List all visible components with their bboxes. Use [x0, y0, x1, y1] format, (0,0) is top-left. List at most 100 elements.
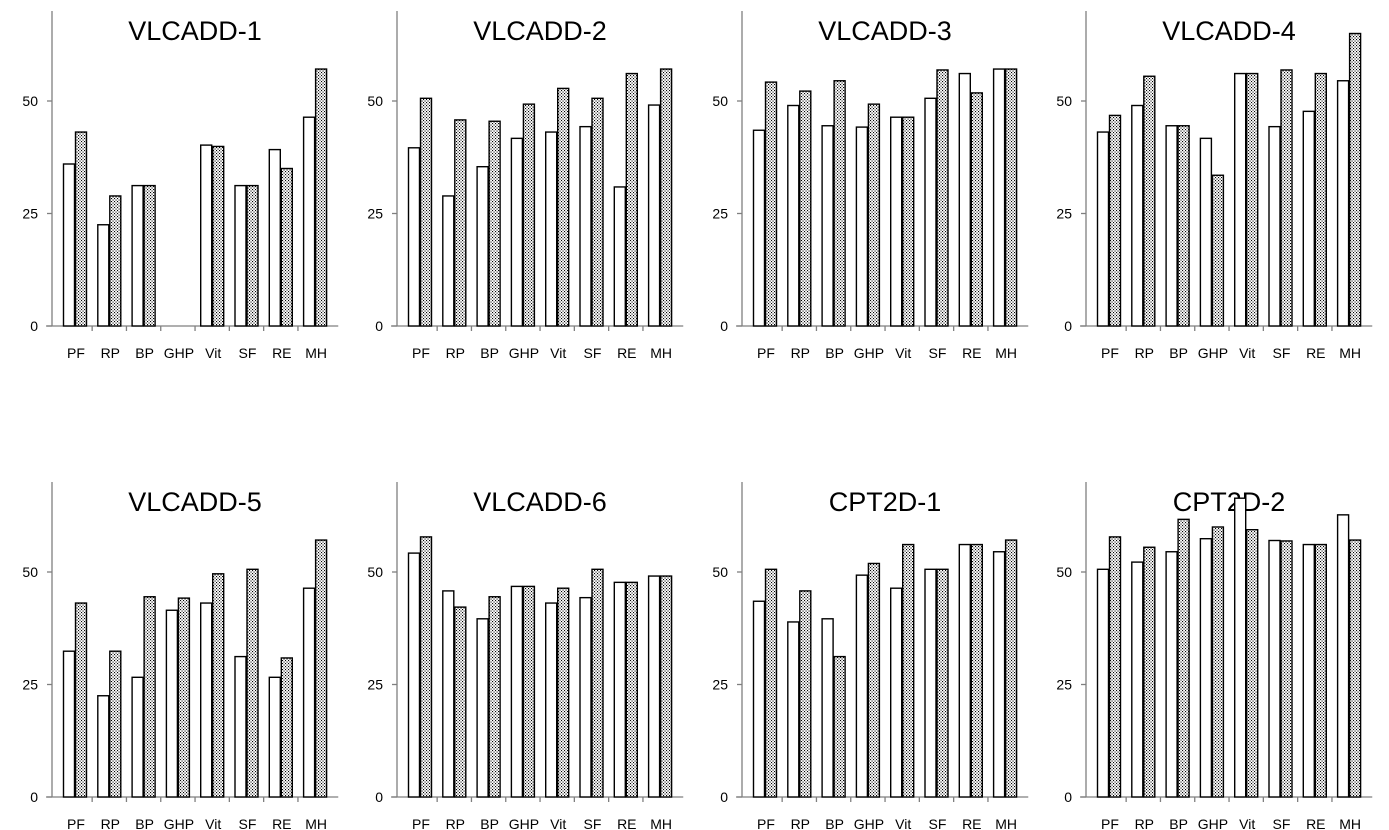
bar-series-1 — [234, 655, 247, 798]
bar-series-1 — [1131, 561, 1144, 798]
bar-series-2 — [764, 568, 778, 798]
bar-series-2 — [591, 97, 604, 327]
bar-series-1 — [890, 116, 903, 327]
bar-series-2 — [109, 650, 122, 798]
x-tick-label: SF — [239, 345, 257, 361]
bar-series-1 — [924, 568, 937, 798]
x-tick-label: RE — [962, 345, 981, 361]
bar-series-2 — [246, 568, 259, 798]
y-tick-label: 25 — [367, 206, 383, 222]
bar-series-2 — [280, 657, 293, 798]
y-tick-label: 25 — [22, 677, 38, 693]
x-tick-label: GHP — [164, 816, 194, 830]
x-tick-label: Vit — [205, 816, 221, 830]
bar-series-1 — [579, 596, 592, 798]
x-tick-label: RP — [1135, 816, 1154, 830]
x-tick-label: PF — [757, 345, 775, 361]
bar-series-2 — [488, 120, 501, 327]
bar-series-1 — [62, 650, 76, 798]
x-tick-label: BP — [1169, 345, 1188, 361]
bar-series-1 — [579, 125, 592, 327]
y-tick-label: 50 — [712, 564, 728, 580]
x-tick-label: PF — [757, 816, 775, 830]
panel-title: VLCADD-2 — [473, 16, 607, 46]
x-tick-label: BP — [135, 345, 154, 361]
panel-title: VLCADD-6 — [473, 487, 607, 517]
bar-series-1 — [62, 163, 76, 327]
bar-series-2 — [211, 145, 225, 327]
x-tick-label: SF — [584, 816, 602, 830]
bar-series-2 — [1245, 72, 1259, 327]
bar-series-2 — [1314, 72, 1328, 327]
bar-series-1 — [958, 543, 971, 798]
bar-series-1 — [1199, 137, 1213, 327]
bar-series-2 — [419, 536, 433, 798]
x-tick-label: RP — [101, 816, 120, 830]
bar-series-2 — [659, 68, 673, 327]
x-tick-label: SF — [1273, 345, 1291, 361]
bar-series-2 — [522, 103, 536, 327]
x-tick-label: SF — [1273, 816, 1291, 830]
x-tick-label: RE — [272, 816, 291, 830]
bar-series-1 — [855, 574, 869, 798]
bar-series-2 — [280, 167, 293, 327]
x-tick-label: MH — [650, 345, 672, 361]
bar-series-2 — [970, 543, 983, 798]
x-tick-label: MH — [995, 345, 1017, 361]
bar-series-2 — [557, 587, 570, 798]
chart-panel: VLCADD-5 0 25 50 PF RP BP GHP Vit SF RE MH — [22, 482, 339, 830]
x-tick-label: PF — [412, 345, 430, 361]
y-tick-label: 0 — [1064, 789, 1072, 805]
bar-series-1 — [199, 602, 213, 798]
bar-series-1 — [1233, 72, 1247, 327]
chart-panel: VLCADD-1 0 25 50 PF RP BP GHP Vit SF RE MH — [22, 11, 339, 361]
x-tick-label: PF — [412, 816, 430, 830]
chart-panel: VLCADD-2 0 25 50 PF RP BP GHP Vit SF RE MH — [367, 11, 684, 361]
bar-series-1 — [510, 585, 524, 798]
bar-series-2 — [833, 80, 846, 327]
chart-panel: VLCADD-3 0 25 50 PF RP BP GHP Vit SF RE MH — [712, 11, 1029, 361]
bar-series-1 — [1199, 538, 1213, 798]
bar-series-1 — [613, 186, 626, 327]
chart-panel: CPT2D-2 0 25 50 PF RP BP GHP Vit SF RE MH — [1056, 482, 1373, 830]
bar-series-2 — [799, 90, 812, 327]
bar-series-2 — [1177, 518, 1190, 798]
bar-series-2 — [109, 195, 122, 327]
y-tick-label: 0 — [30, 789, 38, 805]
bar-series-2 — [1004, 68, 1018, 327]
bar-series-2 — [1143, 75, 1156, 327]
bar-series-1 — [131, 184, 144, 327]
bar-series-1 — [302, 116, 316, 327]
y-tick-label: 0 — [720, 789, 728, 805]
bar-series-1 — [268, 148, 281, 327]
bar-series-1 — [165, 609, 179, 798]
x-tick-label: GHP — [509, 345, 539, 361]
x-tick-label: Vit — [1239, 345, 1255, 361]
bar-series-1 — [268, 676, 281, 798]
panel-title: VLCADD-1 — [128, 16, 262, 46]
bar-series-1 — [787, 621, 800, 798]
bar-series-2 — [625, 581, 638, 798]
y-tick-label: 50 — [712, 93, 728, 109]
bar-series-2 — [1280, 540, 1293, 798]
bar-series-1 — [476, 618, 489, 798]
bar-series-2 — [143, 184, 156, 327]
x-tick-label: SF — [929, 816, 947, 830]
bar-series-1 — [821, 618, 834, 798]
y-tick-label: 50 — [1056, 564, 1072, 580]
bar-series-1 — [407, 147, 421, 327]
bar-series-2 — [799, 590, 812, 798]
bar-series-1 — [1336, 514, 1350, 798]
bar-series-1 — [545, 602, 558, 798]
panel-title: CPT2D-1 — [829, 487, 942, 517]
bar-series-2 — [454, 606, 467, 798]
bar-series-1 — [752, 600, 766, 798]
bar-series-1 — [476, 165, 489, 327]
x-tick-label: RP — [791, 345, 810, 361]
bar-series-1 — [199, 144, 213, 327]
x-tick-label: RP — [446, 345, 465, 361]
x-tick-label: RP — [791, 816, 810, 830]
x-tick-label: GHP — [854, 345, 884, 361]
bar-series-2 — [211, 573, 225, 798]
y-tick-label: 0 — [720, 318, 728, 334]
